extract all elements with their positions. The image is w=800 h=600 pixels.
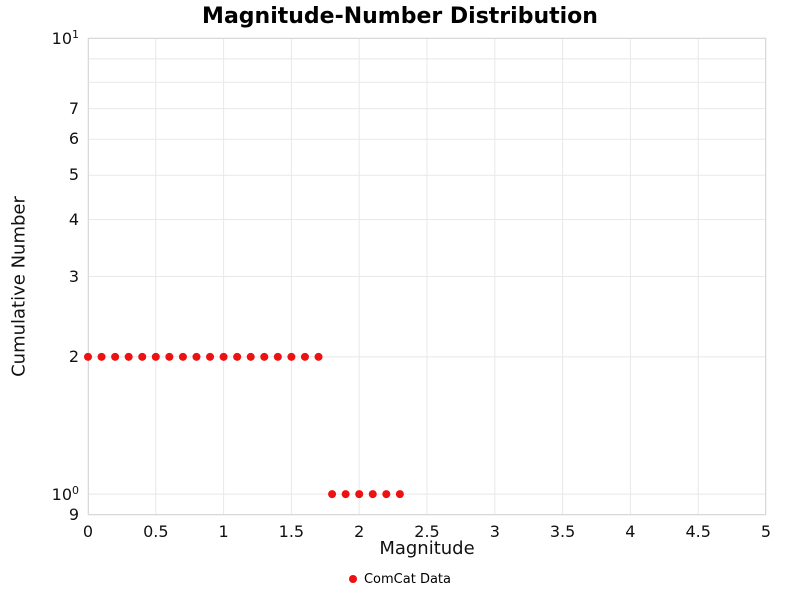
data-point [138, 352, 147, 361]
y-tick-label: 9 [68, 505, 79, 524]
data-point [246, 352, 255, 361]
y-tick-label: 4 [68, 209, 79, 229]
x-tick-label: 5 [760, 522, 772, 541]
data-point [151, 352, 160, 361]
data-point [124, 352, 133, 361]
y-tick-label: 3 [68, 266, 79, 286]
plot-frame [88, 38, 766, 515]
data-point [368, 490, 377, 499]
x-tick-label: 4 [625, 522, 636, 541]
data-point [382, 490, 391, 499]
data-point [219, 352, 228, 361]
legend-marker-dot [348, 574, 357, 583]
y-tick-label: 7 [68, 98, 79, 118]
data-point [314, 352, 323, 361]
y-tick-label: 100 [51, 483, 79, 505]
legend-label: ComCat Data [363, 572, 451, 587]
data-point [111, 352, 120, 361]
data-point [300, 352, 309, 361]
x-tick-label: 3 [489, 522, 500, 541]
data-point [84, 352, 92, 361]
data-point [328, 490, 337, 499]
x-axis-label: Magnitude [379, 538, 475, 559]
x-tick-label: 1.5 [278, 522, 305, 541]
data-point [233, 352, 242, 361]
x-tick-label: 1 [218, 522, 229, 541]
data-point [206, 352, 215, 361]
x-tick-label: 0.5 [143, 522, 169, 541]
data-point [165, 352, 174, 361]
data-point [395, 490, 404, 499]
y-tick-label: 5 [68, 165, 79, 185]
x-tick-label: 0 [82, 522, 94, 541]
x-tick-label: 2.5 [414, 522, 440, 541]
y-axis-label: Cumulative Number [8, 196, 30, 377]
data-point [178, 352, 187, 361]
data-point [273, 352, 282, 361]
data-point [97, 352, 106, 361]
legend: ComCat Data [0, 572, 800, 587]
chart-title: Magnitude-Number Distribution [202, 4, 598, 29]
y-tick-label: 6 [68, 129, 79, 149]
plot-area [84, 37, 767, 516]
data-point [355, 490, 364, 499]
data-point [287, 352, 296, 361]
data-point [341, 490, 350, 499]
x-tick-label: 4.5 [685, 522, 711, 541]
data-point [260, 352, 269, 361]
x-tick-label: 3.5 [549, 522, 576, 541]
x-tick-label: 2 [354, 522, 365, 541]
data-point [192, 352, 201, 361]
y-tick-label: 101 [51, 27, 79, 49]
y-tick-label: 2 [68, 346, 79, 366]
